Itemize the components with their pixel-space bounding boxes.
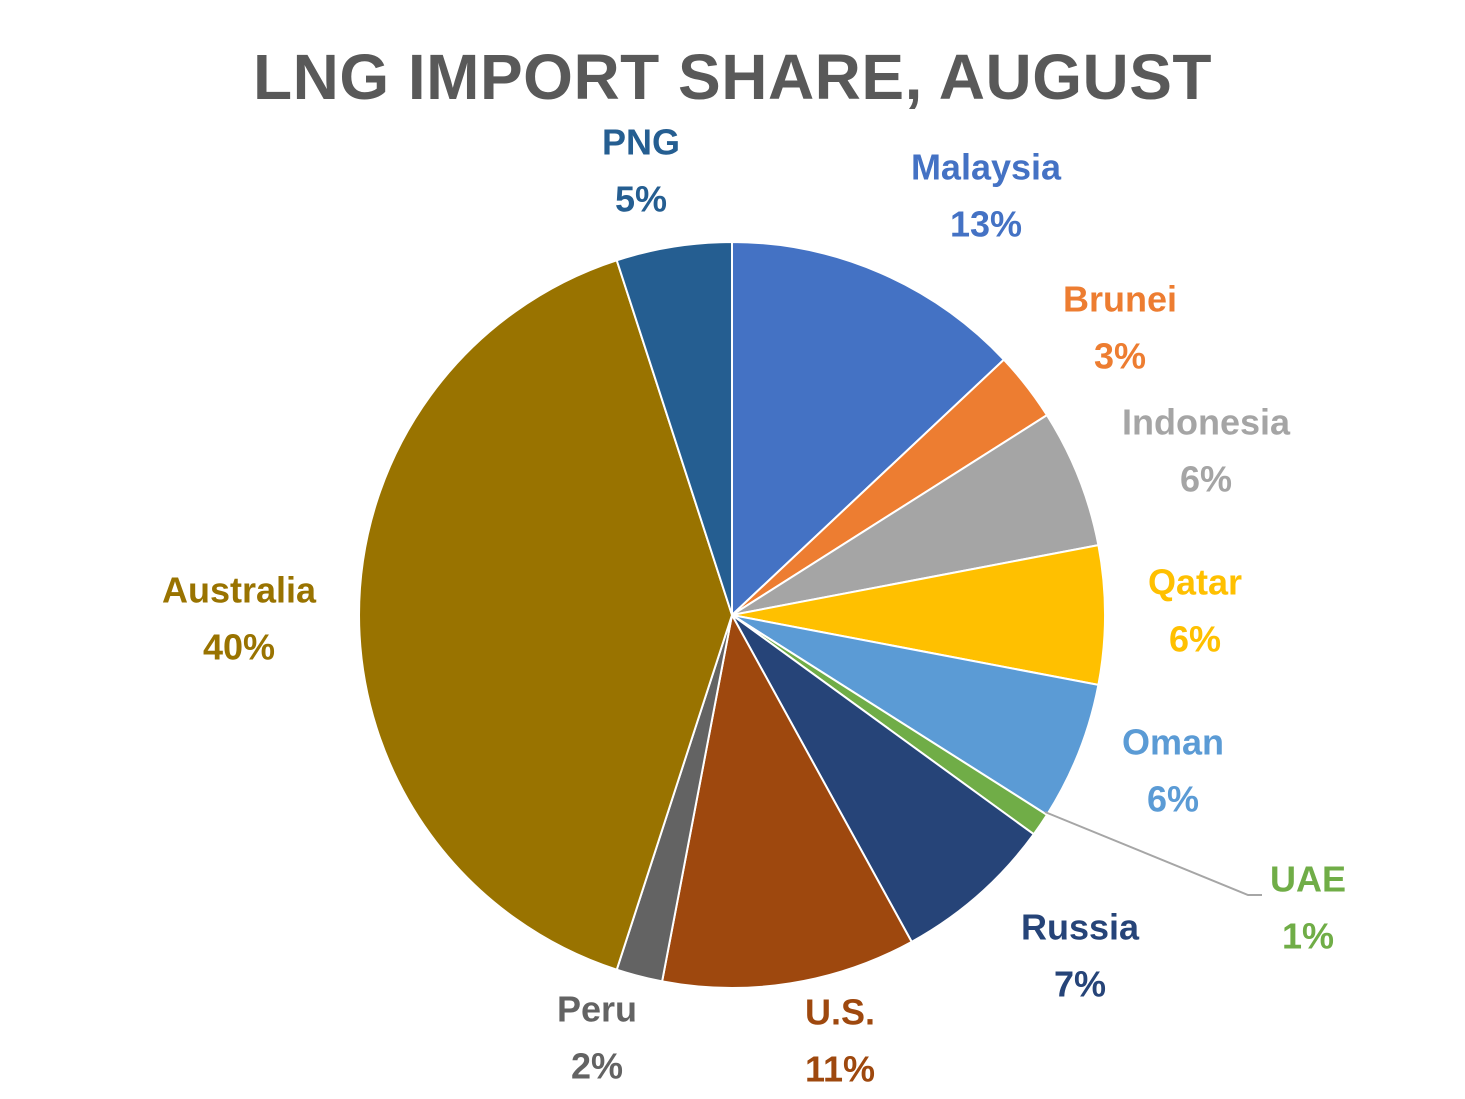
slice-value-indonesia: 6%: [1180, 459, 1232, 500]
pie-slice-australia: [358, 258, 734, 972]
slice-label-uae: UAE: [1270, 859, 1346, 900]
slice-label-u-s: U.S.: [805, 992, 875, 1033]
slice-value-u-s: 11%: [805, 1049, 875, 1090]
slice-value-malaysia: 13%: [950, 204, 1022, 245]
slice-label-russia: Russia: [1021, 907, 1140, 948]
leader-lines: [1044, 811, 1262, 896]
slice-label-oman: Oman: [1122, 722, 1224, 763]
slice-value-australia: 40%: [203, 627, 275, 668]
slice-label-qatar: Qatar: [1148, 562, 1242, 603]
pie-slice-png: [615, 240, 733, 616]
slice-value-russia: 7%: [1054, 964, 1106, 1005]
slice-value-qatar: 6%: [1169, 619, 1221, 660]
pie-slice-qatar: [731, 543, 1106, 687]
slice-label-australia: Australia: [162, 570, 317, 611]
chart-title: LNG IMPORT SHARE, AUGUST: [253, 41, 1212, 113]
slice-label-peru: Peru: [557, 989, 637, 1030]
slice-value-png: 5%: [615, 179, 667, 220]
slice-labels: Malaysia 13% Brunei 3% Indonesia 6% Qatar 6% Oma…: [162, 122, 1346, 1090]
slice-label-indonesia: Indonesia: [1122, 402, 1291, 443]
slice-value-brunei: 3%: [1094, 336, 1146, 377]
pie-slice-u-s: [660, 612, 914, 989]
pie-slice-indonesia: [731, 413, 1100, 616]
slice-label-malaysia: Malaysia: [911, 147, 1062, 188]
slice-label-brunei: Brunei: [1063, 279, 1177, 320]
pie-slice-russia: [731, 614, 1036, 944]
pie-slices: [358, 240, 1106, 989]
slice-label-png: PNG: [602, 122, 680, 163]
slice-value-uae: 1%: [1282, 916, 1334, 957]
leader-line-uae: [1044, 811, 1262, 896]
slice-value-oman: 6%: [1147, 779, 1199, 820]
slice-value-peru: 2%: [571, 1046, 623, 1087]
pie-slice-malaysia: [731, 240, 1006, 618]
